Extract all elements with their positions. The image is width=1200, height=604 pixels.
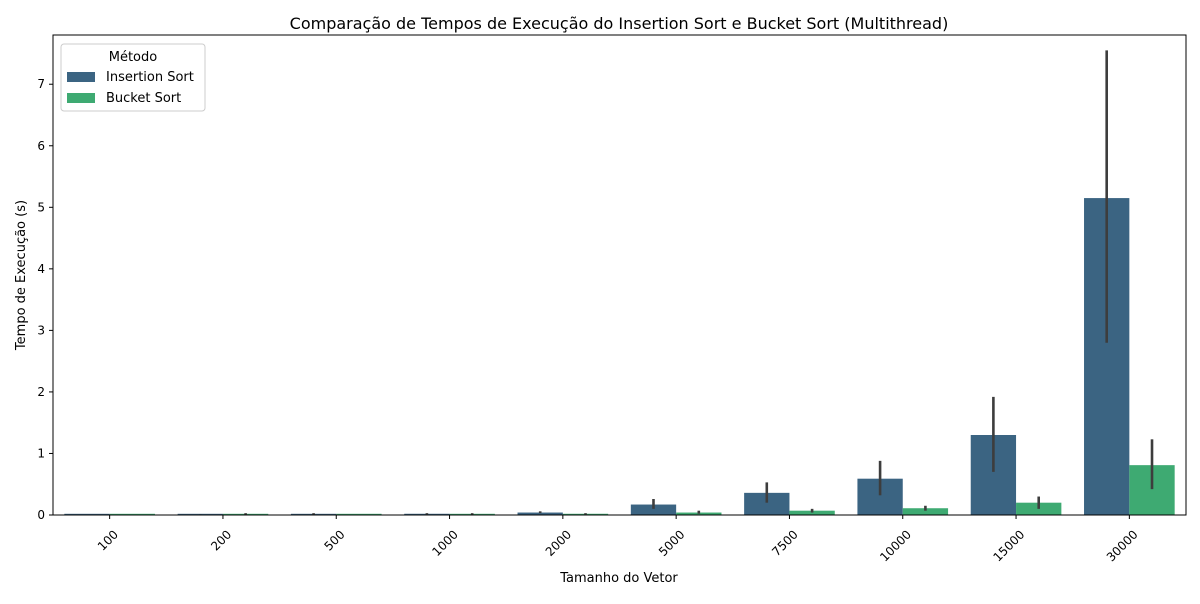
legend-box [60, 43, 206, 112]
y-tick-label: 2 [37, 385, 45, 399]
x-tick-label: 100 [95, 527, 121, 553]
bar-bucket-sort-10000 [902, 508, 949, 515]
y-tick-label: 6 [37, 139, 45, 153]
x-tick-label: 500 [321, 527, 347, 553]
y-tick-label: 4 [37, 262, 45, 276]
error-bars-layer [198, 50, 1154, 515]
bar-bucket-sort-500 [336, 513, 382, 515]
legend-title: Método [109, 50, 158, 65]
legend-swatch-bucket-sort [67, 93, 95, 103]
legend-swatch-insertion-sort [67, 72, 95, 82]
y-tick-label: 5 [37, 200, 45, 214]
bar-insertion-sort-1000 [404, 513, 450, 515]
bars-layer [64, 198, 1175, 515]
y-tick-label: 0 [37, 508, 45, 522]
x-tick-label: 7500 [769, 527, 800, 558]
y-tick-label: 7 [37, 77, 45, 91]
bar-insertion-sort-7500 [744, 492, 790, 515]
legend-label-bucket-sort: Bucket Sort [106, 91, 181, 106]
y-axis-label: Tempo de Execução (s) [14, 200, 29, 351]
y-tick-label: 3 [37, 323, 45, 337]
chart-title: Comparação de Tempos de Execução do Inse… [290, 14, 949, 33]
bar-insertion-sort-5000 [630, 504, 677, 515]
x-axis-label: Tamanho do Vetor [559, 571, 678, 586]
bar-bucket-sort-7500 [789, 510, 835, 515]
x-tick-label: 15000 [990, 527, 1027, 564]
x-tick-label: 200 [208, 527, 234, 553]
x-tick-label: 10000 [877, 527, 914, 564]
plot-frame [52, 34, 1187, 516]
bar-insertion-sort-100 [64, 513, 110, 515]
y-tick-label: 1 [37, 446, 45, 460]
x-tick-label: 30000 [1104, 527, 1141, 564]
bar-insertion-sort-2000 [517, 512, 563, 515]
x-tick-label: 2000 [543, 527, 574, 558]
x-tick-label: 1000 [429, 527, 460, 558]
legend-label-insertion-sort: Insertion Sort [106, 70, 194, 85]
x-tick-label: 5000 [656, 527, 687, 558]
bar-bucket-sort-100 [109, 513, 155, 515]
bar-bucket-sort-2000 [562, 513, 609, 515]
legend: Método Insertion Sort Bucket Sort [60, 43, 206, 112]
